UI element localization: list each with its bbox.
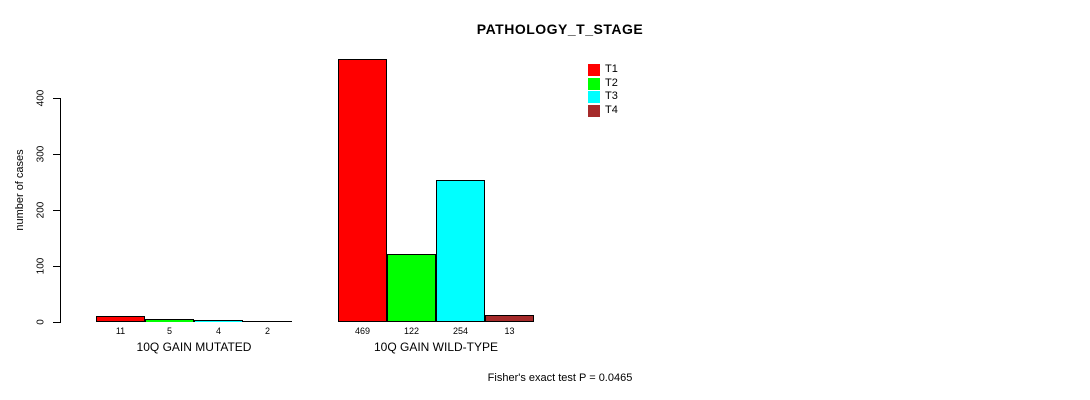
bar-value-label: 469: [354, 326, 371, 336]
bar-t4-1: [243, 321, 292, 322]
legend-label-t4: T4: [605, 104, 618, 116]
y-tick-mark: [53, 98, 60, 99]
bar-value-label: 122: [403, 326, 420, 336]
y-tick-label: 100: [35, 257, 47, 275]
y-tick-label: 400: [35, 89, 47, 107]
legend-swatch-t2: [588, 78, 600, 90]
y-tick-mark: [53, 266, 60, 267]
legend-swatch-t1: [588, 64, 600, 76]
y-axis-line: [60, 98, 61, 323]
bar-t3-2: [436, 180, 485, 322]
bar-value-label: 4: [215, 326, 221, 336]
legend-swatch-t3: [588, 91, 600, 103]
y-tick-mark: [53, 210, 60, 211]
bar-t1-1: [96, 316, 145, 322]
bar-t3-1: [194, 320, 243, 322]
y-tick-label: 0: [35, 319, 47, 325]
annotation-text: Fisher's exact test P = 0.0465: [487, 372, 633, 384]
category-label: 10Q GAIN MUTATED: [136, 340, 252, 354]
legend-swatch-t4: [588, 105, 600, 117]
bar-value-label: 254: [452, 326, 469, 336]
legend-label-t3: T3: [605, 90, 618, 102]
legend-label-t2: T2: [605, 77, 618, 89]
bar-value-label: 11: [115, 326, 126, 336]
bar-value-label: 2: [264, 326, 270, 336]
legend-label-t1: T1: [605, 63, 618, 75]
bar-value-label: 13: [504, 326, 515, 336]
bar-t2-1: [145, 319, 194, 322]
y-axis-label: number of cases: [14, 149, 26, 231]
category-label: 10Q GAIN WILD-TYPE: [373, 340, 499, 354]
bar-t2-2: [387, 254, 436, 322]
y-tick-label: 200: [35, 201, 47, 219]
bar-value-label: 5: [166, 326, 172, 336]
chart-title: PATHOLOGY_T_STAGE: [476, 21, 644, 37]
y-tick-mark: [53, 322, 60, 323]
y-tick-mark: [53, 154, 60, 155]
y-tick-label: 300: [35, 145, 47, 163]
bar-t4-2: [485, 315, 534, 322]
bar-t1-2: [338, 59, 387, 322]
